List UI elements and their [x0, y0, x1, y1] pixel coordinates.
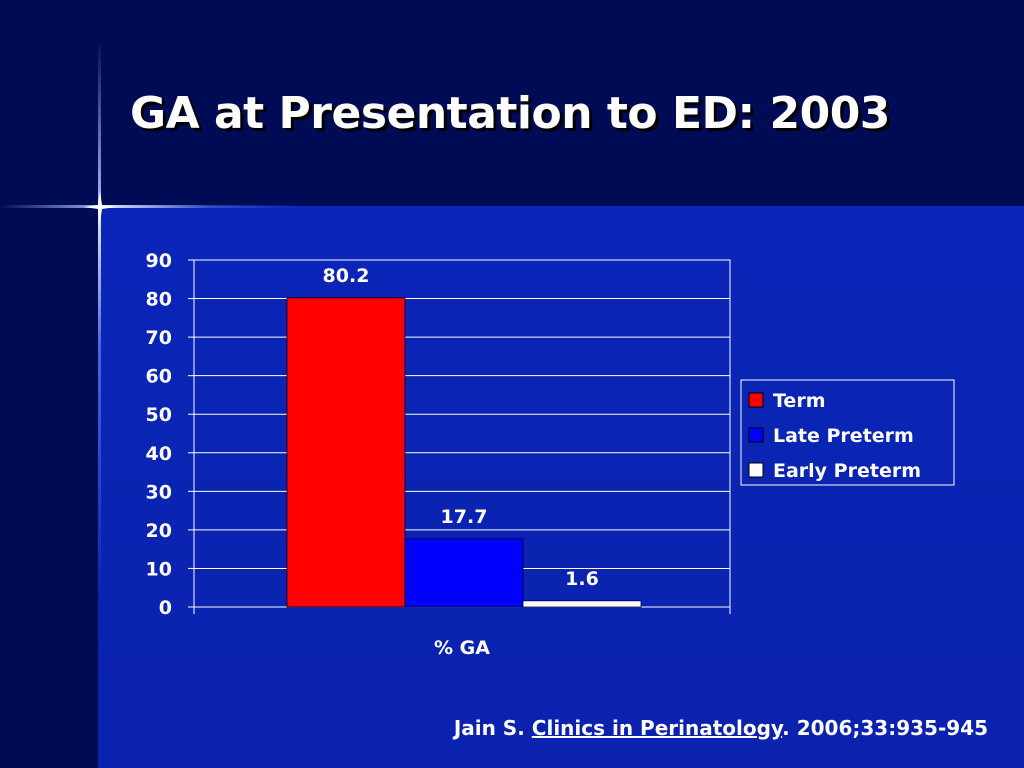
y-tick-label: 90 [146, 250, 172, 272]
data-label: 1.6 [565, 568, 599, 590]
title-band [0, 0, 1024, 206]
citation-author: Jain S. [453, 716, 532, 740]
legend-swatch [748, 427, 764, 443]
y-tick-label: 80 [146, 289, 172, 311]
citation: Jain S. Clinics in Perinatology. 2006;33… [454, 716, 988, 740]
bar-late-preterm [404, 538, 524, 608]
decorative-horizontal-line [0, 205, 300, 208]
bar-term [286, 297, 406, 608]
legend-swatch [748, 392, 764, 408]
content-area [98, 206, 1024, 768]
y-tick-label: 0 [159, 597, 172, 619]
data-label: 80.2 [323, 265, 370, 287]
y-tick-label: 50 [146, 404, 172, 426]
y-tick-label: 60 [146, 366, 172, 388]
legend-entry: Early Preterm [773, 460, 921, 482]
citation-journal-link[interactable]: Clinics in Perinatology [531, 716, 783, 740]
left-band [0, 206, 98, 768]
legend-entry: Late Preterm [773, 425, 914, 447]
sparkle-icon [84, 191, 116, 223]
y-tick-label: 10 [146, 558, 172, 580]
x-axis-label: % GA [434, 637, 490, 659]
legend-entry: Term [773, 390, 826, 412]
legend [740, 379, 955, 486]
citation-details: . 2006;33:935-945 [782, 716, 988, 740]
legend-swatch [748, 462, 764, 478]
y-tick-label: 40 [146, 443, 172, 465]
decorative-vertical-line [98, 40, 101, 600]
y-tick-label: 70 [146, 327, 172, 349]
y-tick-label: 20 [146, 520, 172, 542]
page-title: GA at Presentation to ED: 2003 [130, 88, 890, 139]
data-label: 17.7 [441, 506, 488, 528]
bar-early-preterm [522, 600, 642, 608]
y-tick-label: 30 [146, 481, 172, 503]
